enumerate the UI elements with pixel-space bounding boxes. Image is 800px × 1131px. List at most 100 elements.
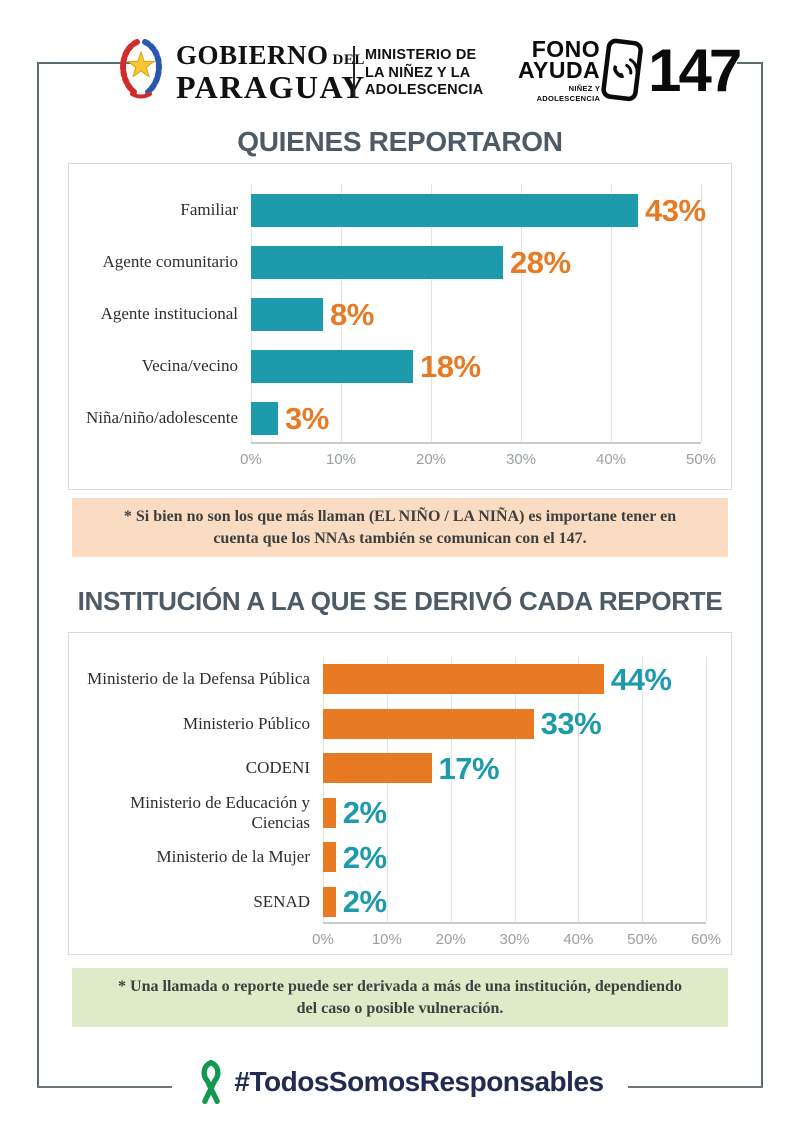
bar-wrap: 2% (323, 886, 706, 917)
gridline (611, 184, 612, 442)
axis-tick-label: 20% (435, 931, 466, 948)
category-label: Ministerio de la Mujer (156, 847, 310, 867)
axis-tick-label: 50% (685, 451, 717, 468)
category-label: Vecina/vecino (141, 356, 238, 375)
bar (251, 245, 503, 279)
note-multiple-referrals: * Una llamada o reporte puede ser deriva… (72, 968, 728, 1028)
bar-value-label: 2% (342, 795, 387, 831)
gridline (521, 184, 522, 442)
bar-wrap: 2% (323, 842, 706, 873)
bar (323, 708, 534, 739)
bar-value-label: 17% (438, 750, 500, 786)
bar-rows: Familiar 43% Agente comunitario 28% Agente i… (69, 184, 731, 444)
category-label: Ministerio Público (182, 713, 310, 733)
chart1-title: QUIENES REPORTARON (237, 126, 563, 157)
bar-value-label: 2% (342, 884, 387, 920)
chart-row: CODENI 17% (69, 746, 731, 791)
bar-value-label: 2% (342, 839, 387, 875)
147-number: 147 (648, 37, 742, 104)
category-label: Agente institucional (100, 304, 238, 323)
header: GOBIERNO DEL PARAGUAY MINISTERIO DE LA NI… (0, 0, 800, 120)
chart-row: Niña/niño/adolescente 3% (69, 392, 731, 444)
footer: #TodosSomosResponsables (0, 1052, 800, 1112)
gov-line2: PARAGUAY (176, 69, 366, 105)
bar-wrap: 2% (323, 797, 706, 828)
bar-wrap: 28% (251, 245, 701, 279)
gridline (514, 657, 516, 922)
gridline (450, 657, 452, 922)
green-ribbon-icon (201, 1059, 221, 1105)
category-label: SENAD (253, 891, 310, 911)
chart-row: SENAD 2% (69, 880, 731, 925)
bar-value-label: 18% (420, 348, 481, 384)
bar (251, 193, 638, 227)
axis-tick-label: 0% (312, 931, 334, 948)
chart-row: Ministerio de Educación y Ciencias 2% (69, 791, 731, 836)
axis-tick-label: 0% (240, 451, 262, 468)
axis-tick-label: 10% (325, 451, 357, 468)
chart-row: Vecina/vecino 18% (69, 340, 731, 392)
category-label: Ministerio de la Defensa Pública (87, 669, 310, 689)
bar-rows: Ministerio de la Defensa Pública 44% Minis… (69, 657, 731, 924)
frame-line-left (37, 62, 39, 1088)
gridline (386, 657, 388, 922)
category-label: Agente comunitario (102, 252, 239, 271)
plot-area: 0% 10% 20% 30% 40% 50% (240, 184, 716, 468)
bar-wrap: 18% (251, 348, 701, 384)
footer-hashtag-block: #TodosSomosResponsables (172, 1052, 628, 1112)
category-label: Niña/niño/adolescente (85, 408, 238, 427)
ministry-name: MINISTERIO DE LA NIÑEZ Y LA ADOLESCENCIA (365, 47, 484, 99)
chart2-title: INSTITUCIÓN A LA QUE SE DERIVÓ CADA REPO… (77, 586, 723, 616)
bar-wrap: 33% (323, 708, 706, 739)
bar-wrap: 8% (251, 296, 701, 332)
frame-line-right (761, 62, 763, 1088)
bar (323, 664, 604, 695)
gridline (578, 657, 580, 922)
frame-line-top-right (737, 62, 763, 64)
category-label: CODENI (245, 758, 310, 778)
category-label: Ministerio de Educación y Ciencias (130, 792, 310, 832)
bar-wrap: 43% (251, 193, 706, 227)
axis-tick-label: 40% (595, 451, 627, 468)
chart-row: Agente institucional 8% (69, 288, 731, 340)
fono-ayuda-147-logo: FONO AYUDA NIÑEZ Y ADOLESCENCIA 147 (518, 35, 742, 104)
logo-divider (353, 46, 355, 98)
chart-row: Familiar 43% (69, 184, 731, 236)
gridline (642, 657, 644, 922)
phone-icon (601, 38, 644, 102)
plot-area: 0% 10% 20% 30% 40% 50% 60% (312, 657, 721, 948)
axis-tick-label: 40% (563, 931, 594, 948)
government-logo-text: GOBIERNO DEL PARAGUAY (176, 40, 366, 105)
chart-row: Agente comunitario 28% (69, 236, 731, 288)
chart-row: Ministerio de la Mujer 2% (69, 835, 731, 880)
axis-tick-label: 60% (690, 931, 722, 948)
bar-value-label: 44% (610, 661, 672, 697)
star-icon (126, 50, 156, 78)
bar (323, 753, 432, 784)
bar-wrap: 17% (323, 753, 706, 784)
gov-line1: GOBIERNO DEL (176, 40, 365, 70)
chart-who-reported: 0% 10% 20% 30% 40% 50% Familiar 43% Agente comun… (68, 163, 732, 490)
bar (251, 349, 413, 383)
axis-tick-label: 30% (505, 451, 537, 468)
category-label: Familiar (180, 200, 238, 219)
chart-row: Ministerio de la Defensa Pública 44% (69, 657, 731, 702)
bar (323, 797, 336, 828)
bar-wrap: 44% (323, 664, 706, 695)
axis-tick-label: 10% (371, 931, 402, 948)
bar-wrap: 3% (251, 401, 701, 435)
gridline (701, 184, 702, 442)
axis-tick-label: 50% (627, 931, 658, 948)
bar-value-label: 8% (330, 296, 374, 332)
bar (251, 401, 278, 435)
fono-ayuda-text: FONO AYUDA NIÑEZ Y ADOLESCENCIA (518, 35, 601, 103)
bar-value-label: 43% (645, 192, 706, 228)
gridline (323, 657, 324, 922)
gridline (341, 184, 342, 442)
hashtag-text: #TodosSomosResponsables (234, 1066, 604, 1097)
note-children-also-call: * Si bien no son los que más llaman (EL … (72, 498, 728, 558)
bar-value-label: 33% (540, 706, 602, 742)
frame-line-top-left (37, 62, 133, 64)
gridline (706, 657, 707, 922)
